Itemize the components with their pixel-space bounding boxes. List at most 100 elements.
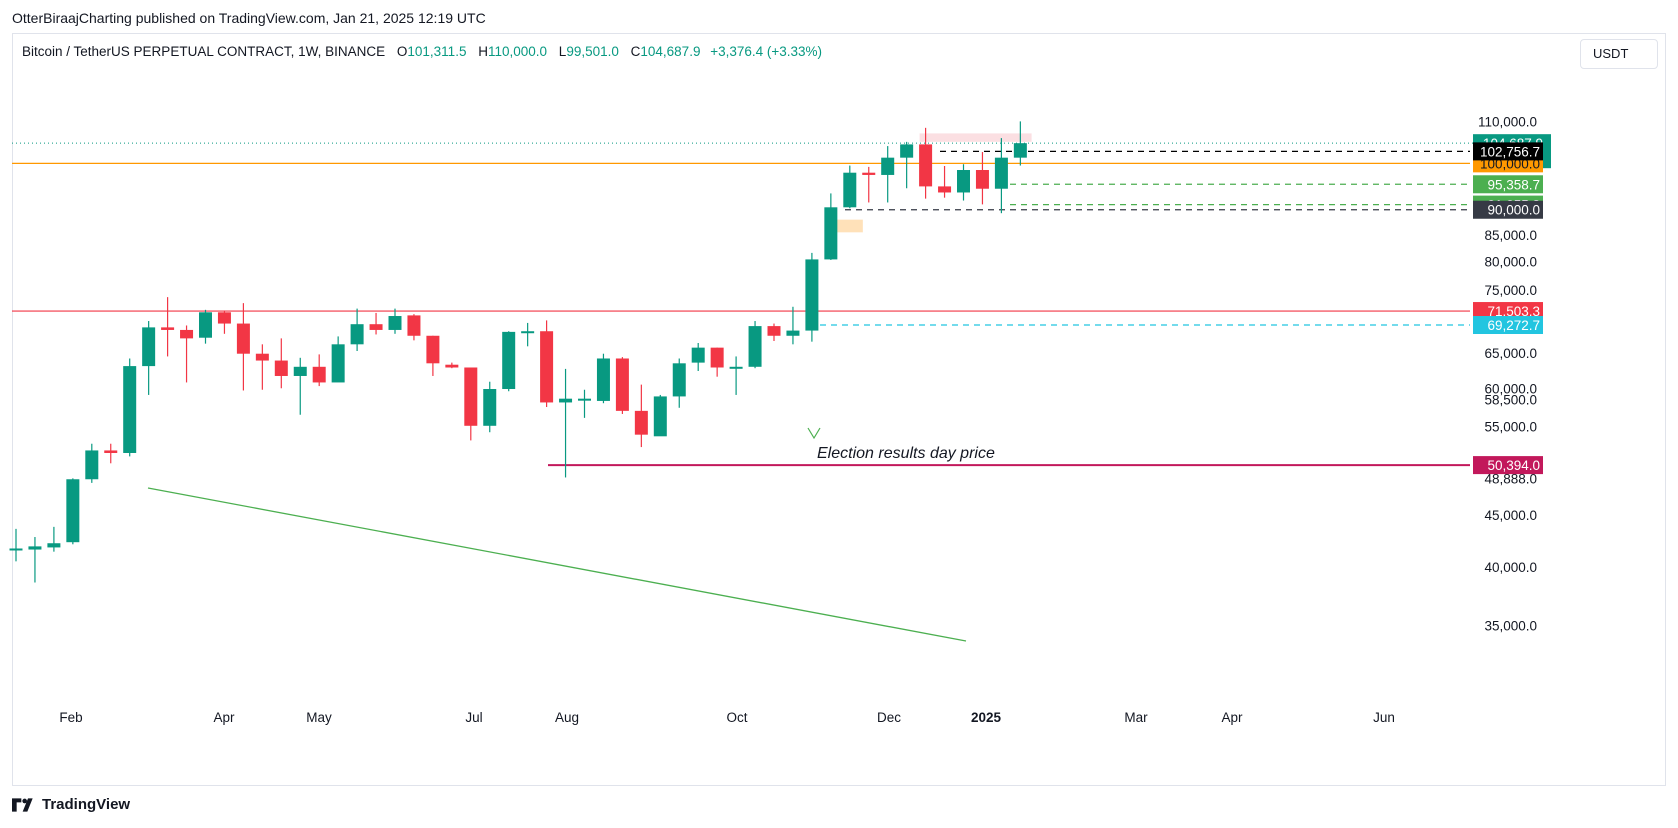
candle-body (274, 360, 288, 376)
price-badge-bg (1473, 302, 1543, 321)
x-tick-label: Apr (213, 710, 235, 725)
price-badge: 102,756.7 (1473, 142, 1543, 161)
levels-layer (12, 142, 1474, 467)
price-badges: 104,687.95d 12h100,000.0102,756.795,358.… (1473, 134, 1551, 475)
x-tick-label: Jul (465, 710, 482, 725)
candle-body (900, 144, 914, 158)
election-annotation: Election results day price (817, 445, 995, 462)
candle-body (312, 366, 326, 383)
candle-body (824, 207, 838, 260)
candle-body (767, 326, 781, 336)
candle-body (180, 329, 194, 339)
candle-body (559, 398, 573, 403)
candle-body (805, 259, 819, 331)
price-badge: 69,272.7 (1473, 316, 1543, 335)
brand-name: TradingView (42, 796, 131, 813)
candle-body (691, 347, 705, 363)
y-tick-label: 55,000.0 (1484, 420, 1537, 435)
candle-body (445, 364, 459, 368)
candle-body (236, 323, 250, 354)
candle-body (1013, 143, 1027, 158)
open-value: 101,311.5 (407, 44, 467, 59)
candle-body (388, 316, 402, 330)
candle-body (85, 450, 99, 480)
y-tick-label: 48,888.0 (1484, 471, 1537, 486)
candle-body (28, 546, 42, 550)
candle-body (596, 358, 610, 401)
price-badge: 90,000.0 (1473, 200, 1543, 219)
candle-body (199, 312, 212, 338)
candle-body (786, 330, 800, 336)
candle-body (615, 358, 629, 411)
y-tick-label: 75,000.0 (1484, 283, 1537, 298)
price-badge-label: 71,503.3 (1487, 304, 1540, 319)
symbol-legend: Bitcoin / TetherUS PERPETUAL CONTRACT, 1… (22, 44, 822, 59)
y-tick-label: 110,000.0 (1478, 114, 1537, 129)
currency-button[interactable]: USDT (1580, 39, 1658, 69)
price-badge: 95,358.7 (1473, 175, 1543, 194)
symbol-title: Bitcoin / TetherUS PERPETUAL CONTRACT, 1… (22, 44, 386, 59)
y-axis: 35,000.0 40,000.0 45,000.0 48,888.0 55,000.0… (1478, 114, 1537, 633)
x-tick-label: Aug (555, 710, 579, 725)
tradingview-logo[interactable]: TradingView (12, 796, 130, 813)
candle-body (957, 170, 970, 193)
high-label: H (478, 44, 488, 59)
x-axis: Feb Apr May Jul Aug Oct Dec 2025 Mar Apr Jun (59, 710, 1395, 725)
candle-body (142, 327, 156, 367)
candle-body (521, 331, 535, 334)
trendline-layer (147, 487, 967, 642)
zones-layer (834, 133, 1032, 233)
candle-body (975, 170, 989, 189)
change-value: +3,376.4 (+3.33%) (710, 44, 823, 59)
price-badge-bg (1473, 142, 1543, 161)
trendline (147, 487, 967, 642)
candle-body (881, 157, 895, 175)
candle-body (862, 172, 876, 175)
y-tick-label: 45,000.0 (1484, 508, 1537, 523)
x-tick-label: May (306, 710, 332, 725)
candle-body (9, 548, 23, 551)
candle-body (217, 312, 231, 324)
high-value: 110,000.0 (487, 44, 548, 59)
price-badge-bg (1473, 200, 1543, 219)
x-tick-label: Mar (1124, 710, 1148, 725)
x-tick-label: Oct (726, 710, 747, 725)
y-tick-label: 85,000.0 (1484, 228, 1537, 243)
candle-body (161, 327, 175, 330)
support-zone (834, 219, 863, 233)
low-value: 99,501.0 (566, 44, 619, 59)
price-badge-label: 69,272.7 (1487, 318, 1540, 333)
y-tick-label: 58,500.0 (1484, 392, 1537, 407)
candle-body (540, 331, 554, 403)
candle-body (123, 366, 137, 453)
candle-body (104, 450, 118, 453)
candle-body (729, 366, 743, 369)
candle-body (502, 331, 516, 390)
x-tick-label: Dec (877, 710, 901, 725)
candle-body (710, 347, 724, 368)
candle-body (994, 157, 1008, 189)
x-tick-label: 2025 (971, 710, 1002, 725)
y-tick-label: 35,000.0 (1484, 619, 1537, 634)
candle-body (255, 353, 269, 361)
y-tick-label: 80,000.0 (1484, 255, 1537, 270)
price-badge-label: 50,394.0 (1487, 458, 1540, 473)
candles-layer (9, 121, 1027, 583)
candle-body (464, 367, 478, 426)
price-badge-label: 95,358.7 (1487, 177, 1540, 192)
price-badge: 50,394.0 (1473, 456, 1543, 475)
resistance-zone (919, 133, 1032, 142)
x-tick-label: Feb (59, 710, 82, 725)
candle-body (66, 479, 80, 543)
candle-body (634, 410, 648, 435)
candle-body (938, 186, 952, 193)
candle-body (369, 324, 383, 330)
open-label: O (396, 44, 408, 59)
y-tick-label: 40,000.0 (1484, 560, 1537, 575)
candle-body (578, 398, 591, 401)
price-badge-label: 90,000.0 (1487, 203, 1540, 218)
annotations: Election results day price (807, 427, 995, 462)
candle-body (47, 543, 61, 548)
y-tick-label: 65,000.0 (1484, 346, 1537, 361)
